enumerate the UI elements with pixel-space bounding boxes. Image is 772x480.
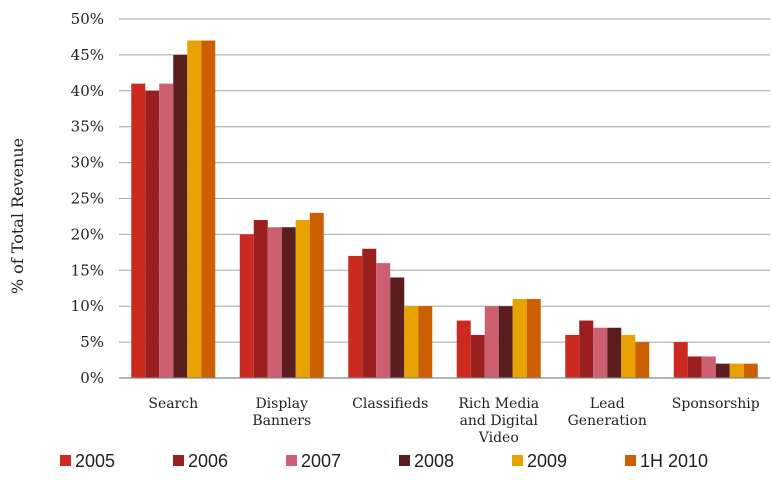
category-label-line: Generation <box>568 413 647 429</box>
bar <box>253 220 268 378</box>
y-axis-title: % of Total Revenue <box>8 138 27 294</box>
bar <box>201 40 216 378</box>
legend-label: 2008 <box>414 451 454 471</box>
bar <box>484 306 499 378</box>
y-tick-label: 50% <box>71 10 104 28</box>
category-label-line: Banners <box>252 413 311 429</box>
category-labels: Search Display Banners Classifieds Rich Medi… <box>148 396 759 446</box>
legend-swatch <box>173 455 184 466</box>
bar <box>173 54 188 379</box>
category-label: Classifieds <box>352 396 428 412</box>
legend-swatch <box>625 455 636 466</box>
bar <box>131 83 146 379</box>
legend-label: 2006 <box>188 451 228 471</box>
y-tick-labels: 0% 5% 10% 15% 20% 25% 30% 35% 40% 45% 50% <box>71 10 104 387</box>
legend: 2005 2006 2007 2008 2009 1H 2010 <box>60 451 708 471</box>
bar <box>456 320 471 378</box>
bar <box>729 363 744 378</box>
category-label-line: and Digital <box>460 413 539 429</box>
legend-label: 2007 <box>301 451 341 471</box>
category-label-line: Sponsorship <box>672 396 760 412</box>
y-tick-label: 0% <box>80 369 104 387</box>
bar <box>565 334 580 378</box>
bar <box>348 255 363 378</box>
bar <box>512 299 527 378</box>
bar <box>715 363 730 378</box>
legend-label: 1H 2010 <box>640 451 708 471</box>
y-tick-label: 25% <box>71 190 104 208</box>
bar <box>687 356 702 378</box>
legend-swatch <box>399 455 410 466</box>
bar <box>418 306 433 378</box>
bar <box>593 327 608 378</box>
category-label-line: Display <box>255 396 308 412</box>
bar <box>159 83 174 379</box>
bar <box>635 342 650 378</box>
category-label-line: Search <box>148 396 198 412</box>
category-label: Rich Media and Digital Video <box>458 396 539 446</box>
bar <box>621 334 636 378</box>
y-tick-label: 15% <box>71 261 104 279</box>
category-label-line: Video <box>478 430 519 446</box>
gridlines <box>119 18 770 343</box>
category-label-line: Rich Media <box>458 396 539 412</box>
legend-label: 2005 <box>75 451 115 471</box>
y-tick-label: 10% <box>71 297 104 315</box>
category-label-line: Lead <box>590 396 625 412</box>
bar <box>281 227 296 378</box>
bar <box>743 363 758 378</box>
bar <box>145 90 160 379</box>
bar <box>404 306 419 378</box>
legend-swatch <box>512 455 523 466</box>
y-tick-label: 45% <box>71 46 104 64</box>
category-label: Lead Generation <box>568 396 647 429</box>
y-tick-label: 5% <box>80 333 104 351</box>
category-label: Display Banners <box>252 396 311 429</box>
bar <box>701 356 716 378</box>
bar <box>187 40 202 378</box>
bar <box>607 327 622 378</box>
bar <box>295 220 310 378</box>
legend-label: 2009 <box>527 451 567 471</box>
category-label: Search <box>148 396 198 412</box>
bar <box>526 299 541 378</box>
bar <box>673 342 688 378</box>
bar <box>390 277 405 378</box>
bar <box>498 306 513 378</box>
legend-swatch <box>286 455 297 466</box>
y-tick-label: 30% <box>71 154 104 172</box>
legend-swatch <box>60 455 71 466</box>
bar <box>309 212 324 378</box>
bar <box>239 234 254 378</box>
bar <box>362 248 377 378</box>
category-label: Sponsorship <box>672 396 760 412</box>
category-label-line: Classifieds <box>352 396 428 412</box>
y-tick-label: 40% <box>71 82 104 100</box>
bar <box>470 334 485 378</box>
bar <box>579 320 594 378</box>
y-tick-label: 20% <box>71 225 104 243</box>
bars <box>131 40 758 379</box>
bar <box>376 263 391 378</box>
bar <box>267 227 282 378</box>
y-tick-label: 35% <box>71 118 104 136</box>
